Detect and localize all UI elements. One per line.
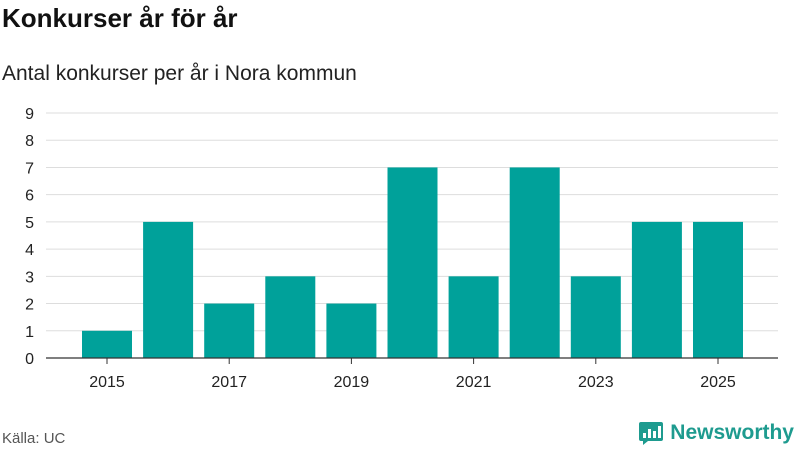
bar: [387, 167, 438, 358]
newsworthy-logo-icon: [639, 422, 664, 445]
x-tick-label: 2023: [578, 374, 614, 391]
x-tick-label: 2017: [211, 374, 247, 391]
y-tick-label: 6: [25, 188, 34, 205]
source-note: Källa: UC: [2, 430, 66, 447]
bar: [204, 303, 255, 358]
bar: [82, 330, 132, 358]
brand-logo[interactable]: Newsworthy: [638, 420, 794, 446]
x-tick-label: 2015: [89, 374, 125, 391]
bar: [509, 167, 560, 358]
x-tick-label: 2019: [334, 374, 370, 391]
y-tick-label: 9: [25, 106, 34, 123]
x-tick-label: 2021: [456, 374, 492, 391]
brand-name: Newsworthy: [670, 421, 794, 444]
y-tick-label: 1: [25, 324, 34, 341]
bar: [631, 221, 682, 358]
x-tick-label: 2025: [700, 374, 736, 391]
y-tick-label: 8: [25, 133, 34, 150]
bar: [265, 276, 316, 358]
bar: [570, 276, 621, 358]
bar: [448, 276, 499, 358]
y-tick-label: 7: [25, 160, 34, 177]
y-tick-label: 3: [25, 269, 34, 286]
y-tick-label: 2: [25, 297, 34, 314]
bar: [693, 221, 743, 358]
y-tick-label: 5: [25, 215, 34, 232]
chart-subtitle: Antal konkurser per år i Nora kommun: [2, 62, 357, 85]
chart-title: Konkurser år för år: [2, 3, 238, 33]
bar: [326, 303, 377, 358]
y-tick-label: 4: [25, 242, 34, 259]
y-tick-label: 0: [25, 351, 34, 368]
bar: [143, 221, 194, 358]
